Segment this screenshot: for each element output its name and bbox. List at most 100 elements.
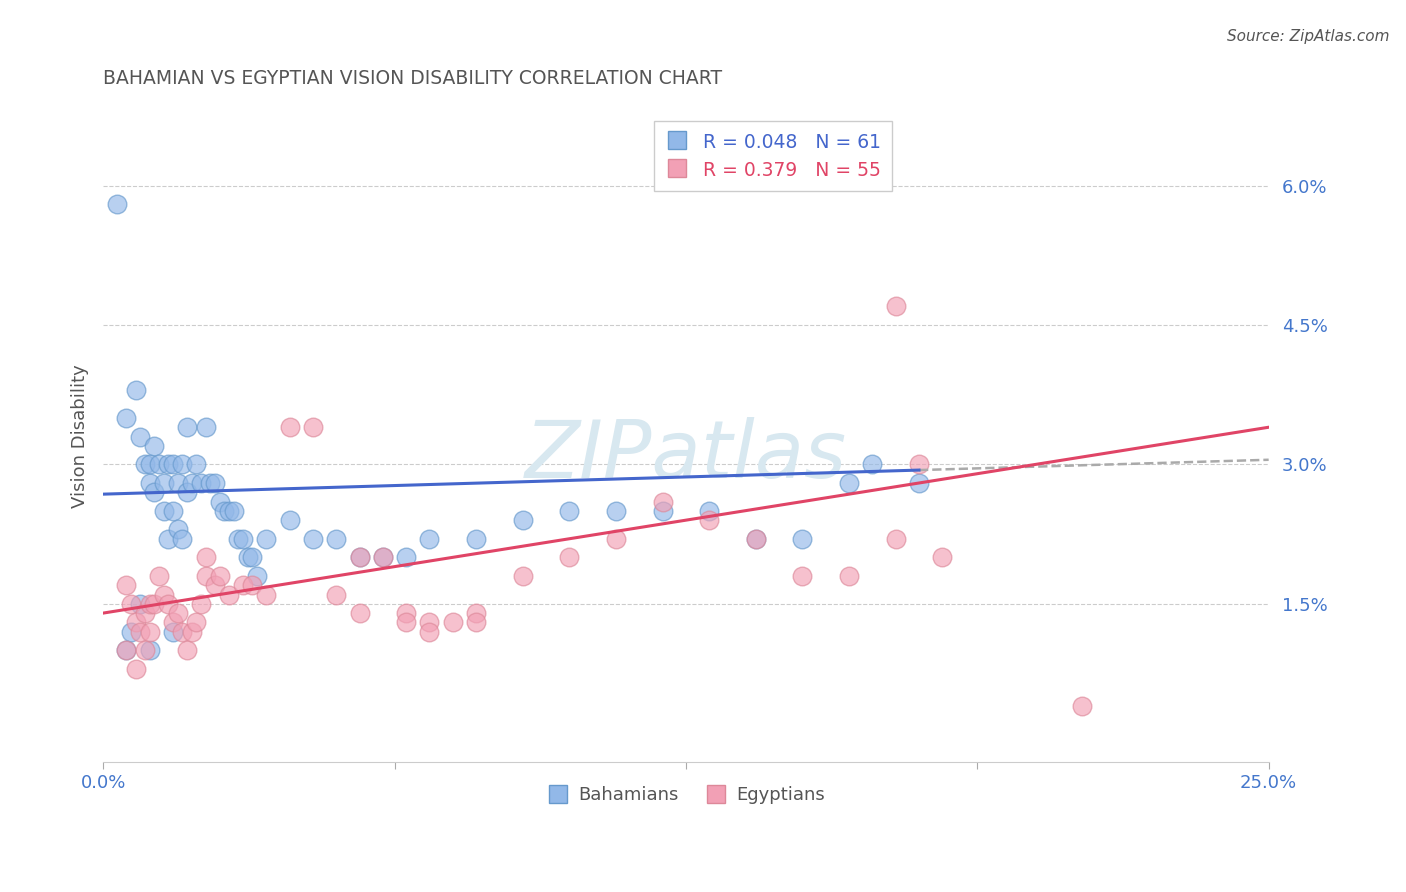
Point: [236, 550, 259, 565]
Point: [349, 550, 371, 565]
Point: [278, 420, 301, 434]
Point: [418, 624, 440, 639]
Point: [278, 513, 301, 527]
Point: [194, 569, 217, 583]
Point: [115, 643, 138, 657]
Point: [512, 513, 534, 527]
Point: [254, 587, 277, 601]
Point: [190, 475, 212, 490]
Point: [218, 587, 240, 601]
Point: [194, 420, 217, 434]
Point: [204, 475, 226, 490]
Point: [176, 485, 198, 500]
Point: [605, 504, 627, 518]
Point: [232, 532, 254, 546]
Point: [302, 420, 325, 434]
Point: [143, 439, 166, 453]
Point: [166, 606, 188, 620]
Point: [120, 597, 142, 611]
Point: [697, 513, 720, 527]
Point: [139, 458, 162, 472]
Point: [418, 532, 440, 546]
Point: [465, 532, 488, 546]
Point: [884, 300, 907, 314]
Point: [214, 504, 236, 518]
Point: [186, 615, 208, 630]
Point: [190, 597, 212, 611]
Point: [139, 624, 162, 639]
Point: [465, 615, 488, 630]
Point: [134, 606, 156, 620]
Point: [371, 550, 394, 565]
Point: [194, 550, 217, 565]
Point: [745, 532, 768, 546]
Point: [218, 504, 240, 518]
Point: [651, 504, 673, 518]
Point: [157, 532, 180, 546]
Point: [176, 420, 198, 434]
Point: [166, 523, 188, 537]
Point: [204, 578, 226, 592]
Y-axis label: Vision Disability: Vision Disability: [72, 365, 89, 508]
Text: Source: ZipAtlas.com: Source: ZipAtlas.com: [1226, 29, 1389, 44]
Point: [172, 532, 194, 546]
Point: [441, 615, 464, 630]
Point: [395, 615, 418, 630]
Point: [240, 578, 263, 592]
Point: [697, 504, 720, 518]
Point: [162, 504, 184, 518]
Point: [349, 550, 371, 565]
Point: [395, 606, 418, 620]
Point: [200, 475, 222, 490]
Point: [139, 597, 162, 611]
Point: [240, 550, 263, 565]
Point: [931, 550, 953, 565]
Point: [157, 458, 180, 472]
Point: [1071, 698, 1094, 713]
Point: [246, 569, 269, 583]
Point: [172, 624, 194, 639]
Point: [180, 475, 202, 490]
Point: [162, 615, 184, 630]
Point: [139, 475, 162, 490]
Point: [152, 587, 174, 601]
Point: [162, 458, 184, 472]
Point: [908, 458, 931, 472]
Point: [860, 458, 883, 472]
Point: [745, 532, 768, 546]
Point: [792, 532, 814, 546]
Point: [125, 615, 148, 630]
Point: [792, 569, 814, 583]
Legend: Bahamians, Egyptians: Bahamians, Egyptians: [540, 779, 832, 812]
Point: [166, 475, 188, 490]
Point: [325, 587, 347, 601]
Point: [120, 624, 142, 639]
Point: [148, 569, 170, 583]
Point: [143, 597, 166, 611]
Point: [143, 485, 166, 500]
Point: [232, 578, 254, 592]
Point: [884, 532, 907, 546]
Text: BAHAMIAN VS EGYPTIAN VISION DISABILITY CORRELATION CHART: BAHAMIAN VS EGYPTIAN VISION DISABILITY C…: [103, 69, 723, 87]
Point: [125, 662, 148, 676]
Point: [558, 504, 581, 518]
Point: [371, 550, 394, 565]
Text: ZIPatlas: ZIPatlas: [524, 417, 846, 495]
Point: [651, 494, 673, 508]
Point: [139, 643, 162, 657]
Point: [157, 597, 180, 611]
Point: [115, 411, 138, 425]
Point: [172, 458, 194, 472]
Point: [838, 569, 860, 583]
Point: [115, 643, 138, 657]
Point: [134, 643, 156, 657]
Point: [176, 643, 198, 657]
Point: [208, 494, 231, 508]
Point: [349, 606, 371, 620]
Point: [418, 615, 440, 630]
Point: [129, 624, 152, 639]
Point: [395, 550, 418, 565]
Point: [134, 458, 156, 472]
Point: [605, 532, 627, 546]
Point: [325, 532, 347, 546]
